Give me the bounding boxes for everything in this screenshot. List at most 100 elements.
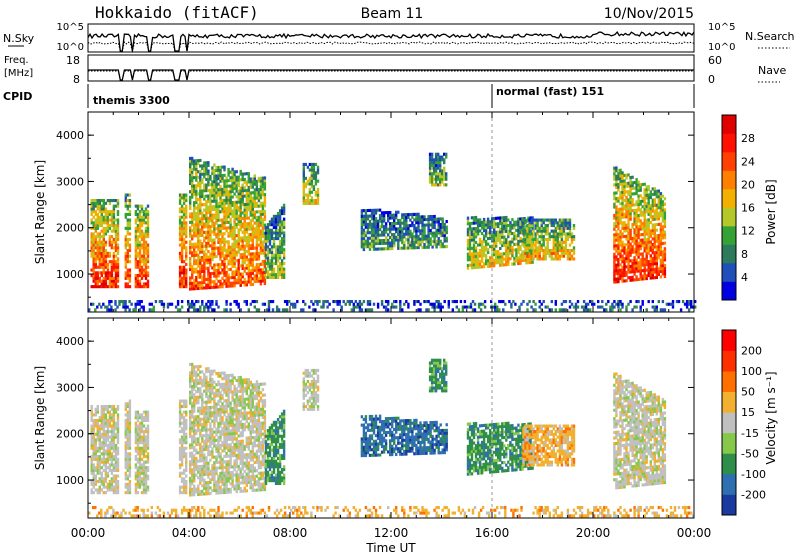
echo-cell [282, 250, 286, 254]
echo-cell [499, 260, 502, 264]
echo-cell [243, 239, 246, 243]
echo-cell [499, 219, 502, 223]
echo-cell [253, 188, 256, 192]
echo-cell [405, 221, 408, 225]
echo-cell [534, 243, 537, 247]
echo-cell [566, 249, 570, 253]
echo-cell [312, 308, 315, 312]
echo-cell [647, 243, 650, 247]
echo-cell [233, 284, 236, 288]
echo-cell [138, 251, 142, 255]
echo-cell [370, 208, 374, 212]
echo-cell [136, 224, 140, 228]
echo-cell [471, 300, 475, 304]
echo-cell [384, 247, 388, 251]
echo-cell [639, 261, 642, 265]
echo-cell [562, 300, 566, 304]
echo-cell [635, 214, 638, 218]
echo-cell [221, 276, 224, 280]
echo-cell [229, 170, 232, 174]
echo-cell [207, 211, 210, 215]
echo-cell [217, 265, 220, 269]
echo-cell [649, 193, 652, 197]
echo-cell [247, 280, 250, 284]
echo-cell [114, 276, 118, 280]
echo-cell [136, 207, 140, 211]
echo-cell [397, 219, 400, 223]
echo-cell [249, 277, 252, 281]
echo-cell [215, 300, 218, 304]
echo-cell [274, 248, 278, 252]
echo-cell [142, 212, 146, 216]
echo-cell [474, 263, 478, 267]
echo-cell [180, 305, 184, 309]
echo-cell [384, 227, 388, 231]
echo-cell [110, 282, 114, 286]
echo-cell [251, 182, 254, 186]
echo-cell [380, 241, 384, 245]
echo-cell [187, 308, 190, 312]
echo-cell [554, 226, 557, 230]
power-heatmap-cells [88, 112, 697, 312]
echo-cell [312, 174, 316, 178]
echo-cell [237, 192, 240, 196]
echo-cell [389, 241, 392, 245]
echo-cell [415, 226, 418, 230]
echo-cell [110, 276, 114, 280]
echo-cell [255, 188, 259, 192]
echo-cell [272, 231, 276, 235]
echo-cell [570, 254, 574, 258]
echo-cell [193, 308, 196, 312]
echo-cell [257, 224, 261, 228]
echo-cell [532, 237, 535, 241]
echo-cell [243, 208, 246, 212]
echo-cell [310, 201, 314, 205]
echo-cell [649, 232, 652, 236]
echo-cell [96, 204, 99, 208]
echo-cell [112, 268, 116, 272]
echo-cell [237, 222, 240, 226]
echo-cell [524, 237, 527, 241]
echo-cell [522, 257, 525, 261]
echo-cell [397, 238, 400, 242]
echo-cell [92, 421, 95, 425]
echo-cell [617, 277, 620, 281]
echo-cell [264, 253, 268, 257]
echo-cell [639, 274, 642, 278]
echo-cell [415, 212, 418, 216]
echo-cell [556, 226, 559, 230]
ytick-label: 3000 [56, 175, 84, 188]
echo-cell [92, 466, 95, 470]
echo-cell [189, 262, 192, 266]
echo-cell [237, 245, 240, 249]
echo-cell [517, 250, 520, 254]
echo-cell [517, 220, 520, 224]
echo-cell [237, 197, 240, 201]
echo-cell [201, 244, 204, 248]
echo-cell [261, 201, 265, 205]
echo-cell [209, 194, 212, 198]
echo-cell [237, 239, 240, 243]
echo-cell [98, 477, 101, 481]
echo-cell [434, 163, 438, 167]
echo-cell [197, 211, 200, 215]
echo-cell [651, 251, 654, 255]
echo-cell [597, 305, 600, 309]
colorbar-tick-label: 20 [741, 178, 755, 191]
echo-cell [627, 181, 630, 185]
echo-cell [223, 271, 226, 275]
echo-cell [110, 210, 114, 214]
echo-cell [554, 237, 557, 241]
echo-cell [96, 446, 99, 450]
echo-cell [629, 178, 632, 182]
echo-cell [659, 250, 663, 254]
echo-cell [519, 217, 522, 221]
echo-cell [540, 257, 543, 261]
echo-cell [261, 279, 265, 283]
echo-cell [417, 300, 420, 304]
echo-cell [255, 240, 259, 244]
echo-cell [633, 247, 636, 251]
echo-cell [312, 168, 316, 172]
echo-cell [427, 231, 430, 235]
echo-cell [568, 305, 572, 309]
